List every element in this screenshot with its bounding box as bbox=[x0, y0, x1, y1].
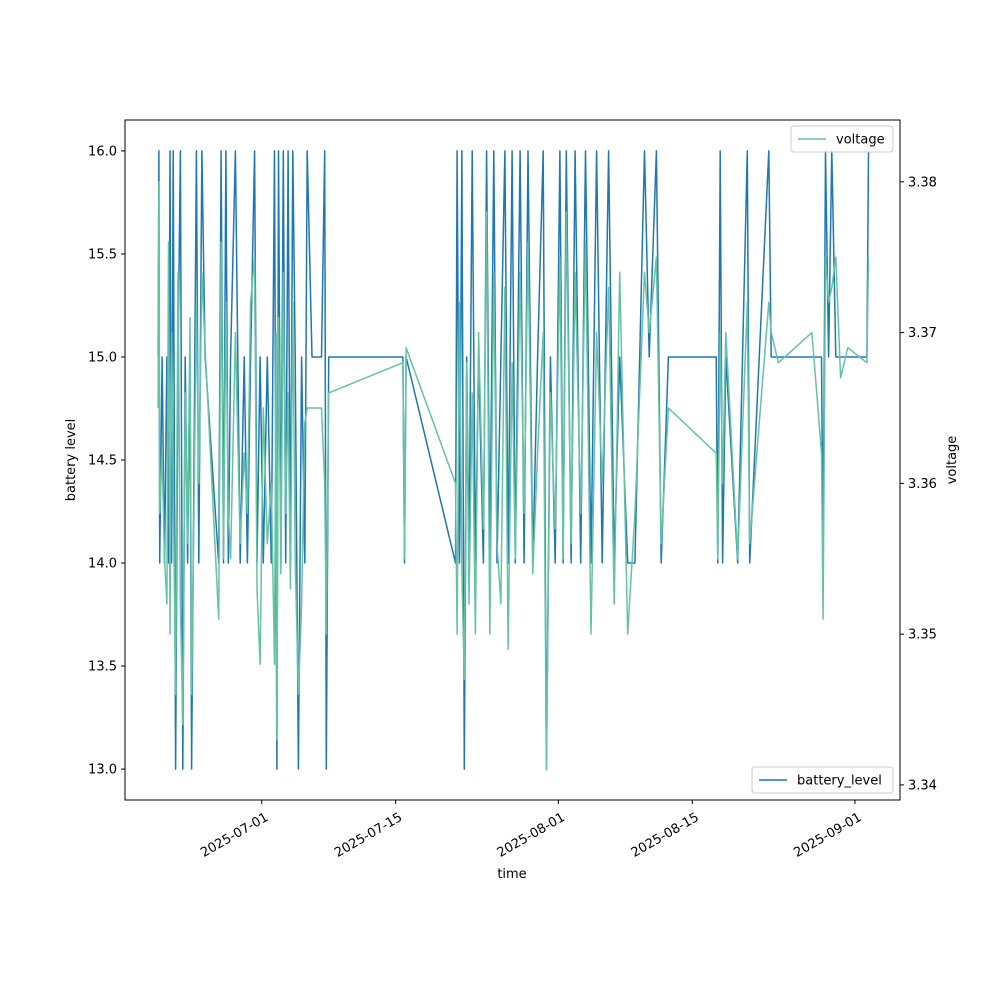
x-tick-label: 2025-09-01 bbox=[791, 810, 864, 861]
y-right-tick-label: 3.36 bbox=[908, 477, 937, 492]
x-axis: 2025-07-01 2025-07-15 2025-08-01 2025-08-15… bbox=[198, 800, 864, 861]
plot-lines bbox=[157, 150, 870, 771]
y-tick-label: 14.5 bbox=[88, 454, 117, 469]
y-tick-label: 15.0 bbox=[88, 350, 117, 365]
series-line-voltage bbox=[157, 181, 870, 771]
y-right-tick-label: 3.34 bbox=[908, 778, 937, 793]
x-tick-label: 2025-07-15 bbox=[332, 810, 405, 861]
y-right-tick-label: 3.35 bbox=[908, 628, 937, 643]
y-tick-label: 13.5 bbox=[88, 660, 117, 675]
y-tick-label: 16.0 bbox=[88, 144, 117, 159]
x-tick-label: 2025-07-01 bbox=[198, 810, 271, 861]
legend-battery-level: battery_level bbox=[751, 766, 894, 794]
y-axis-right-label: voltage bbox=[945, 436, 960, 485]
legend-voltage-label: voltage bbox=[836, 133, 885, 148]
x-tick-label: 2025-08-01 bbox=[495, 810, 568, 861]
y-tick-label: 14.0 bbox=[88, 557, 117, 572]
y-axis-label: battery level bbox=[64, 419, 79, 502]
legend-battery-level-label: battery_level bbox=[797, 774, 882, 789]
y-right-tick-label: 3.38 bbox=[908, 175, 937, 190]
x-tick-label: 2025-08-15 bbox=[629, 810, 702, 861]
y-axis-left: 13.0 13.5 14.0 14.5 15.0 15.5 16.0 bbox=[88, 144, 125, 778]
legend-voltage: voltage bbox=[790, 125, 894, 153]
y-axis-right: 3.34 3.35 3.36 3.37 3.38 bbox=[900, 175, 937, 793]
y-tick-label: 13.0 bbox=[88, 763, 117, 778]
x-axis-label: time bbox=[497, 867, 526, 882]
y-right-tick-label: 3.37 bbox=[908, 326, 937, 341]
y-tick-label: 15.5 bbox=[88, 247, 117, 262]
